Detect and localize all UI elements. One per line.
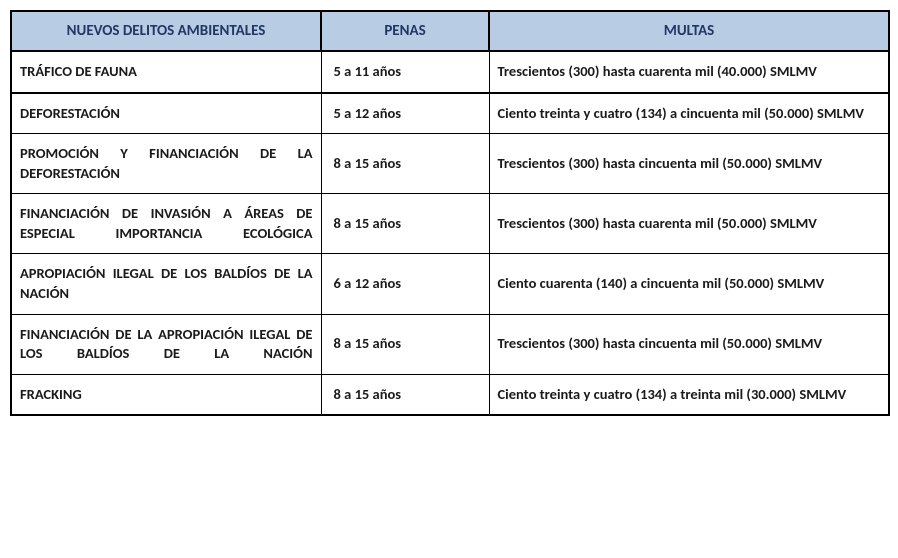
cell-multa: Trescientos (300) hasta cuarenta mil (40… [489, 51, 889, 93]
cell-delito: DEFORESTACIÓN [11, 93, 321, 134]
cell-delito: APROPIACIÓN ILEGAL DE LOS BALDÍOS DE LA … [11, 254, 321, 314]
table-header-row: NUEVOS DELITOS AMBIENTALES PENAS MULTAS [11, 11, 889, 51]
cell-multa: Ciento cuarenta (140) a cincuenta mil (5… [489, 254, 889, 314]
cell-multa: Ciento treinta y cuatro (134) a cincuent… [489, 93, 889, 134]
table-row: DEFORESTACIÓN5 a 12 añosCiento treinta y… [11, 93, 889, 134]
cell-multa: Ciento treinta y cuatro (134) a treinta … [489, 374, 889, 415]
cell-pena: 5 a 12 años [321, 93, 489, 134]
table-row: FRACKING8 a 15 añosCiento treinta y cuat… [11, 374, 889, 415]
header-multas: MULTAS [489, 11, 889, 51]
cell-delito: FINANCIACIÓN DE INVASIÓN A ÁREAS DE ESPE… [11, 194, 321, 254]
cell-pena: 8 a 15 años [321, 194, 489, 254]
cell-multa: Trescientos (300) hasta cincuenta mil (5… [489, 134, 889, 194]
table-row: FINANCIACIÓN DE INVASIÓN A ÁREAS DE ESPE… [11, 194, 889, 254]
table-row: PROMOCIÓN Y FINANCIACIÓN DE LA DEFORESTA… [11, 134, 889, 194]
delitos-table: NUEVOS DELITOS AMBIENTALES PENAS MULTAS … [10, 10, 890, 416]
cell-pena: 5 a 11 años [321, 51, 489, 93]
cell-multa: Trescientos (300) hasta cuarenta mil (50… [489, 194, 889, 254]
table-row: FINANCIACIÓN DE LA APROPIACIÓN ILEGAL DE… [11, 314, 889, 374]
table-body: TRÁFICO DE FAUNA5 a 11 añosTrescientos (… [11, 51, 889, 415]
cell-pena: 8 a 15 años [321, 314, 489, 374]
cell-pena: 8 a 15 años [321, 134, 489, 194]
cell-delito: FINANCIACIÓN DE LA APROPIACIÓN ILEGAL DE… [11, 314, 321, 374]
cell-pena: 6 a 12 años [321, 254, 489, 314]
header-penas: PENAS [321, 11, 489, 51]
table-row: TRÁFICO DE FAUNA5 a 11 añosTrescientos (… [11, 51, 889, 93]
cell-delito: FRACKING [11, 374, 321, 415]
cell-delito: TRÁFICO DE FAUNA [11, 51, 321, 93]
cell-pena: 8 a 15 años [321, 374, 489, 415]
cell-multa: Trescientos (300) hasta cincuenta mil (5… [489, 314, 889, 374]
cell-delito: PROMOCIÓN Y FINANCIACIÓN DE LA DEFORESTA… [11, 134, 321, 194]
table-row: APROPIACIÓN ILEGAL DE LOS BALDÍOS DE LA … [11, 254, 889, 314]
header-delitos: NUEVOS DELITOS AMBIENTALES [11, 11, 321, 51]
